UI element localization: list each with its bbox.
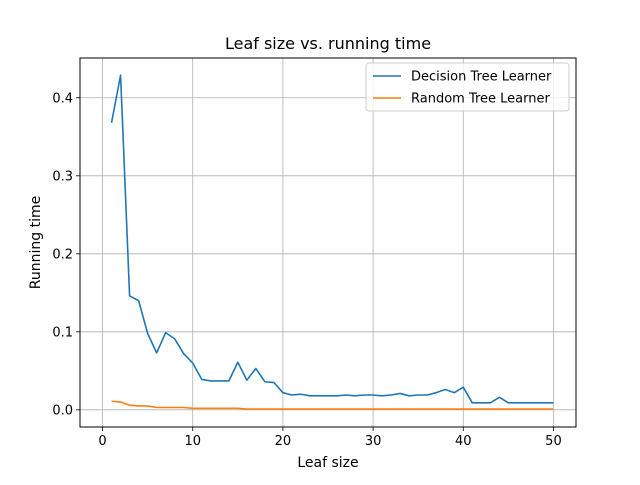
legend-box bbox=[365, 62, 570, 112]
y-tick-label: 0.0 bbox=[52, 403, 73, 418]
plot-frame bbox=[79, 57, 577, 428]
legend-label: Decision Tree Learner bbox=[411, 70, 552, 85]
y-tick-label: 0.1 bbox=[52, 325, 73, 340]
y-tick-label: 0.3 bbox=[52, 169, 73, 184]
axis-ticks: 0 10 20 30 40 50 0.0 0.1 0.2 0.3 0.4 bbox=[52, 91, 561, 449]
x-tick-label: 40 bbox=[455, 434, 472, 449]
y-tick-label: 0.4 bbox=[52, 91, 73, 106]
x-tick-label: 10 bbox=[184, 434, 201, 449]
x-tick-label: 20 bbox=[275, 434, 292, 449]
x-tick-label: 50 bbox=[545, 434, 562, 449]
y-tick-label: 0.2 bbox=[52, 247, 73, 262]
series-lines bbox=[110, 74, 554, 410]
legend-label: Random Tree Learner bbox=[411, 92, 551, 107]
y-axis-label: Running time bbox=[28, 196, 44, 289]
x-axis-label: Leaf size bbox=[297, 455, 358, 471]
x-tick-label: 30 bbox=[365, 434, 382, 449]
series-line-random-tree bbox=[111, 400, 554, 410]
series-line-decision-tree bbox=[110, 74, 554, 404]
x-tick-label: 0 bbox=[98, 434, 106, 449]
chart-title: Leaf size vs. running time bbox=[225, 34, 431, 53]
legend: Decision Tree Learner Random Tree Learner bbox=[365, 62, 570, 112]
